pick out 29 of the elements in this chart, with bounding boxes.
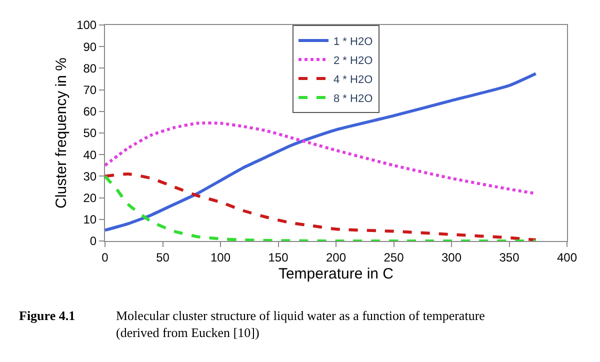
y-tick-label: 90 [83, 40, 97, 54]
legend-label: 1 * H2O [334, 36, 374, 48]
y-tick-label: 0 [90, 234, 97, 248]
y-tick-label: 70 [83, 83, 97, 97]
legend-label: 4 * H2O [334, 74, 374, 86]
y-tick-label: 60 [83, 104, 97, 119]
y-tick-label: 100 [76, 18, 97, 32]
x-tick-label: 50 [156, 250, 170, 264]
legend-label: 8 * H2O [334, 92, 374, 105]
y-tick-label: 10 [83, 212, 97, 227]
x-tick-label: 0 [102, 250, 109, 264]
y-axis-title: Cluster frequency in % [52, 58, 70, 208]
x-tick-label: 350 [499, 250, 520, 264]
x-tick-label: 300 [441, 250, 462, 264]
y-tick-label: 40 [83, 148, 97, 162]
y-tick-label: 80 [83, 61, 97, 76]
x-tick-label: 250 [384, 250, 404, 264]
legend-label: 2 * H2O [334, 54, 374, 67]
x-tick-label: 400 [556, 250, 578, 264]
line-series [105, 72, 538, 232]
y-tick-label: 30 [83, 169, 97, 184]
x-axis-title: Temperature in C [278, 265, 394, 282]
caption: Figure 4.1 [19, 308, 76, 323]
x-tick-label: 200 [326, 250, 346, 264]
x-tick-label: 100 [210, 250, 231, 264]
text: Molecular cluster structure of liquid water as a function of temperature (derived from Eucken [10]) [116, 308, 486, 340]
y-tick-label: 20 [83, 191, 97, 205]
y-tick-label: 50 [83, 126, 97, 140]
x-tick-label: 150 [268, 250, 289, 264]
